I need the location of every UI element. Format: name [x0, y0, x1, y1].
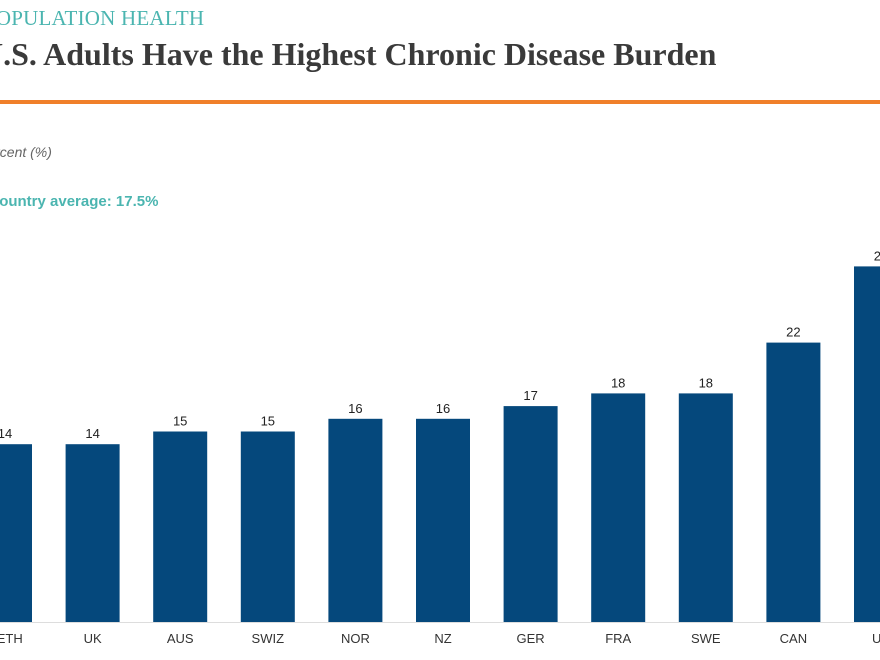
tick-label-swiz: SWIZ [252, 631, 285, 646]
data-label-neth: 14 [0, 426, 12, 441]
tick-label-nor: NOR [341, 631, 370, 646]
bar-swe [678, 393, 733, 622]
bar-nz [416, 418, 470, 622]
eyebrow-label: POPULATION HEALTH [0, 6, 205, 30]
data-label-us: 28 [874, 248, 880, 263]
labels-group: 14 14 15 15 16 16 17 18 18 22 28 [0, 248, 880, 441]
bar-can [766, 342, 821, 622]
data-label-ger: 17 [523, 388, 537, 403]
bar-neth [0, 444, 32, 622]
bar-fra [591, 393, 646, 622]
bar-us [854, 266, 880, 622]
data-label-nor: 16 [348, 401, 362, 416]
bar-nor [328, 418, 383, 622]
tick-label-neth: NETH [0, 631, 23, 646]
tick-label-can: CAN [780, 631, 807, 646]
y-axis-label: Percent (%) [0, 144, 52, 160]
bar-uk [65, 444, 120, 622]
data-label-swiz: 15 [261, 414, 275, 429]
bar-swiz [240, 431, 295, 622]
tick-label-swe: SWE [691, 631, 721, 646]
tick-label-fra: FRA [605, 631, 631, 646]
data-label-nz: 16 [436, 401, 450, 416]
data-label-can: 22 [786, 325, 800, 340]
title-rule [0, 100, 880, 104]
chart-title: U.S. Adults Have the Highest Chronic Dis… [0, 36, 717, 72]
data-label-fra: 18 [611, 375, 625, 390]
tick-labels-group: NETH UK AUS SWIZ NOR NZ GER FRA SWE CAN US [0, 631, 880, 646]
tick-label-uk: UK [84, 631, 102, 646]
data-label-swe: 18 [699, 375, 713, 390]
tick-label-aus: AUS [167, 631, 194, 646]
tick-label-ger: GER [517, 631, 545, 646]
data-label-aus: 15 [173, 414, 187, 429]
bars-group [0, 266, 880, 622]
average-label: 11-country average: 17.5% [0, 193, 159, 210]
bar-ger [503, 406, 558, 622]
bar-aus [153, 431, 208, 622]
tick-label-us: US [872, 631, 880, 646]
data-label-uk: 14 [85, 426, 99, 441]
tick-label-nz: NZ [434, 631, 451, 646]
